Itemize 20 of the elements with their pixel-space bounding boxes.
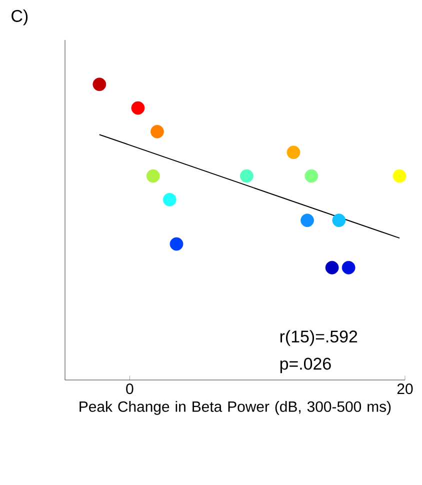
point xyxy=(392,169,406,183)
point xyxy=(240,169,254,183)
point xyxy=(332,214,346,228)
annotation: p=.026 xyxy=(280,358,331,374)
point xyxy=(131,101,145,115)
point xyxy=(286,146,300,160)
text: C) xyxy=(12,10,28,26)
point xyxy=(92,78,106,92)
point xyxy=(146,169,160,183)
point xyxy=(170,237,184,251)
annotation: r(15)=.592 xyxy=(280,330,358,346)
point xyxy=(304,169,318,183)
x-tick-label: 0 xyxy=(126,384,134,394)
x-axis-title: Peak Change in Beta Power (dB, 300-500 ms) xyxy=(80,400,391,415)
point xyxy=(162,192,176,206)
point xyxy=(300,214,314,228)
point xyxy=(150,124,164,138)
x-tick-label: 20 xyxy=(397,384,413,394)
point xyxy=(325,260,339,274)
point xyxy=(342,260,356,274)
